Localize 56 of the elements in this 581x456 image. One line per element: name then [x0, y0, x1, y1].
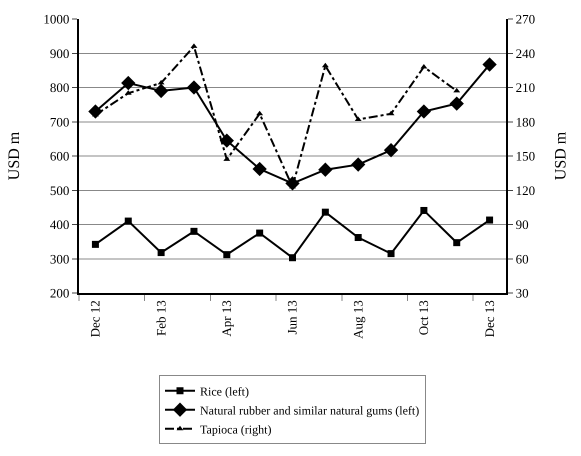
x-tick-label: Jun 13: [284, 300, 300, 335]
point: [121, 76, 136, 90]
point: [354, 234, 362, 242]
x-tick-label: Aug 13: [350, 300, 366, 339]
point: [158, 249, 165, 256]
x-tick-label: Feb 13: [153, 300, 168, 336]
point: [388, 110, 394, 116]
y2-tick-label: 150: [516, 148, 536, 164]
point: [453, 239, 460, 246]
y-tick-label: 700: [50, 114, 70, 130]
point: [384, 143, 398, 158]
point: [289, 254, 296, 262]
point: [416, 104, 432, 119]
x-tick-label: Apr 13: [219, 300, 234, 337]
y-tick-label: 800: [50, 80, 70, 96]
point: [154, 84, 168, 98]
y2-tick-label: 60: [516, 251, 529, 266]
y-tick-label: 200: [50, 286, 70, 301]
y2-tick-label: 270: [516, 12, 536, 27]
y2-tick-label: 240: [516, 46, 536, 61]
point: [256, 230, 264, 237]
y-axis-title: USD m: [6, 131, 23, 180]
point: [92, 240, 99, 248]
y-tick-label: 900: [50, 46, 70, 61]
y2-tick-label: 180: [516, 114, 536, 130]
y2-tick-label: 30: [516, 286, 529, 301]
point: [220, 133, 234, 148]
legend-label: Tapioca (right): [200, 422, 272, 436]
legend-label: Natural rubber and similar natural gums (left): [200, 403, 420, 418]
point: [190, 43, 198, 48]
x-tick-label: Dec 12: [88, 300, 103, 338]
y2-tick-label: 120: [516, 182, 536, 198]
point: [322, 208, 329, 216]
point: [186, 80, 202, 95]
point: [482, 57, 497, 72]
y-tick-label: 500: [50, 182, 70, 198]
legend-label: Rice (left): [200, 384, 249, 398]
x-tick-label: Oct 13: [416, 300, 432, 336]
y-tick-label: 400: [50, 217, 70, 232]
y2-tick-label: 90: [516, 217, 529, 232]
y2-tick-label: 210: [516, 80, 536, 96]
y-tick-label: 300: [50, 251, 70, 266]
point: [252, 162, 267, 176]
point: [486, 216, 494, 224]
y-tick-label: 1000: [43, 12, 70, 27]
point: [190, 228, 198, 235]
point: [388, 250, 395, 258]
x-tick-label: Dec 13: [482, 300, 497, 338]
y2-axis-title: USD m: [552, 131, 570, 180]
point: [450, 96, 464, 111]
point: [351, 157, 366, 172]
point: [318, 162, 332, 177]
point: [223, 251, 230, 258]
point: [124, 218, 132, 225]
point: [420, 206, 428, 214]
y-tick-label: 600: [50, 148, 70, 164]
